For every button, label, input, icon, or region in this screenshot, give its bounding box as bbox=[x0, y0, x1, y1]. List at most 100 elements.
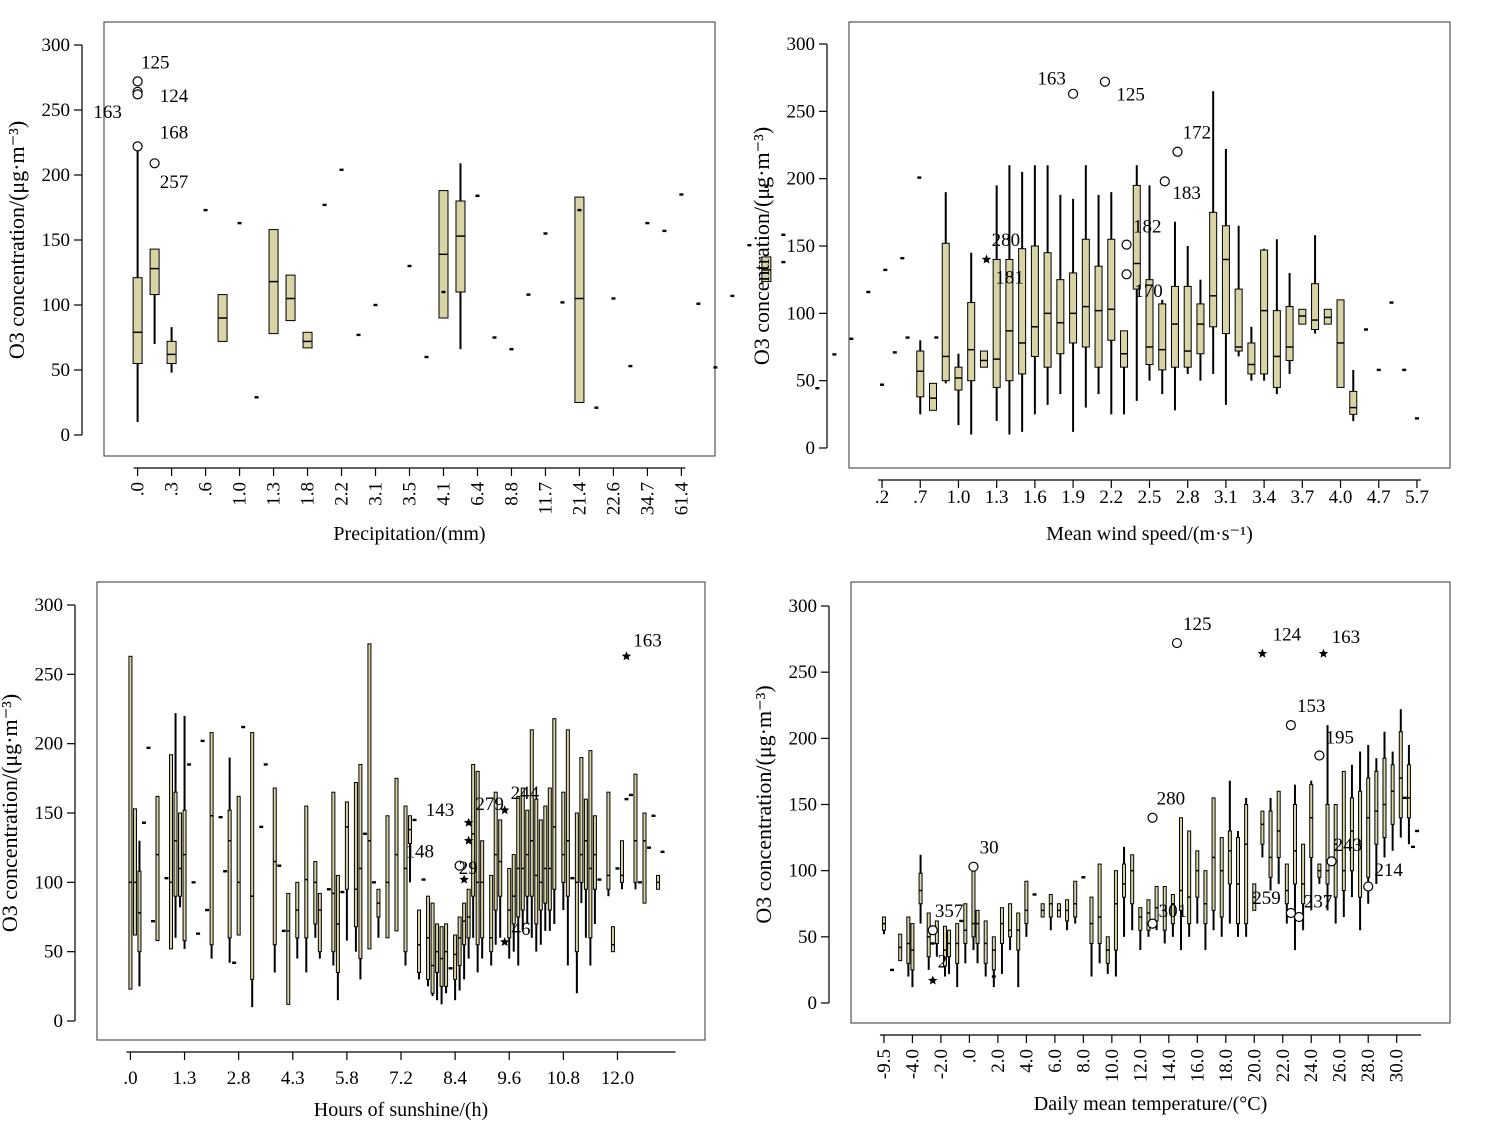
box-iqr bbox=[1043, 252, 1052, 368]
outlier-point bbox=[1314, 750, 1325, 761]
single-value-mark bbox=[645, 221, 650, 225]
outlier-point bbox=[454, 860, 465, 871]
outlier-point bbox=[1326, 856, 1337, 867]
outlier-point bbox=[132, 89, 143, 100]
outlier-label: 148 bbox=[406, 841, 435, 862]
box-iqr bbox=[417, 909, 422, 973]
single-value-mark bbox=[628, 364, 633, 368]
box-iqr bbox=[516, 795, 521, 918]
box-iqr bbox=[430, 902, 435, 994]
x-tick-label: 22.6 bbox=[603, 482, 624, 515]
panel-sunshine: 0 50 100 150 200 250 300 O3 concentration/(μg·m… bbox=[0, 581, 706, 1121]
outlier-label: 237 bbox=[1304, 892, 1333, 913]
y-tick-label: 100 bbox=[789, 861, 818, 882]
plot-frame bbox=[850, 581, 1451, 1024]
outlier-label: 163 bbox=[633, 631, 662, 652]
single-value-mark bbox=[849, 337, 854, 340]
outlier-point bbox=[1147, 918, 1158, 929]
box-iqr bbox=[967, 302, 976, 382]
box-iqr bbox=[926, 912, 931, 958]
outlier-extreme bbox=[500, 937, 510, 946]
box-iqr bbox=[525, 809, 530, 897]
single-value-mark bbox=[930, 942, 935, 945]
outlier-label: 214 bbox=[1374, 860, 1403, 881]
box-iqr bbox=[1069, 272, 1078, 344]
single-value-mark bbox=[747, 244, 752, 247]
box-iqr bbox=[1301, 843, 1306, 905]
y-tick-label: 150 bbox=[787, 236, 816, 257]
single-value-mark bbox=[259, 825, 264, 829]
box-iqr bbox=[313, 861, 318, 925]
box-iqr bbox=[1158, 303, 1167, 371]
outlier-label: 257 bbox=[160, 172, 189, 193]
box-iqr bbox=[941, 242, 950, 382]
box-iqr bbox=[983, 920, 988, 964]
x-tick-label: 9.6 bbox=[497, 1068, 521, 1089]
outlier-label: 153 bbox=[1297, 696, 1326, 717]
box-iqr bbox=[975, 909, 980, 944]
outlier-point bbox=[1067, 88, 1079, 99]
y-tick-label: 300 bbox=[35, 595, 64, 616]
x-tick-label: 2.8 bbox=[227, 1068, 251, 1089]
y-tick-label: 0 bbox=[61, 425, 71, 446]
x-tick-label: 11.7 bbox=[535, 482, 556, 515]
x-tick-label: 2.2 bbox=[332, 482, 353, 506]
box-iqr bbox=[511, 854, 516, 925]
outlier-label: 124 bbox=[160, 86, 189, 107]
y-axis-label: O3 concentration/(μg·m⁻³) bbox=[751, 685, 776, 923]
box-iqr bbox=[906, 916, 911, 964]
outlier-point bbox=[1147, 812, 1158, 823]
outlier-label: 244 bbox=[511, 783, 540, 804]
box-iqr bbox=[1219, 837, 1224, 918]
x-tick-label: 20.0 bbox=[1244, 1049, 1265, 1082]
x-tick-label: .2 bbox=[875, 487, 889, 508]
x-tick-label: 12.0 bbox=[1130, 1049, 1151, 1082]
box-iqr bbox=[471, 763, 476, 897]
single-value-mark bbox=[475, 194, 480, 197]
box-iqr bbox=[272, 787, 277, 946]
y-tick-label: 50 bbox=[51, 360, 70, 381]
single-value-mark bbox=[326, 888, 331, 891]
single-value-mark bbox=[1402, 796, 1407, 800]
single-value-mark bbox=[263, 763, 268, 766]
single-value-mark bbox=[624, 797, 629, 801]
box-iqr bbox=[1179, 817, 1184, 911]
box-iqr bbox=[1260, 249, 1269, 375]
outlier-extreme bbox=[981, 254, 992, 264]
single-value-mark bbox=[615, 867, 620, 870]
box-iqr bbox=[444, 923, 449, 987]
single-value-mark bbox=[187, 763, 192, 766]
box-iqr bbox=[583, 798, 588, 890]
box-iqr bbox=[610, 926, 615, 953]
single-value-mark bbox=[917, 176, 922, 179]
x-axis-label: Daily mean temperature/(°C) bbox=[1034, 1093, 1267, 1115]
x-tick-label: .6 bbox=[196, 482, 217, 496]
box-iqr bbox=[385, 815, 390, 939]
outlier-label: 46 bbox=[511, 919, 530, 940]
single-value-mark bbox=[371, 881, 376, 884]
single-value-mark bbox=[890, 968, 895, 972]
box-iqr bbox=[236, 795, 241, 936]
y-tick-label: 50 bbox=[798, 927, 817, 948]
x-tick-label: 8.4 bbox=[443, 1068, 467, 1089]
outlier-extreme bbox=[621, 651, 632, 661]
outlier-label: 30 bbox=[980, 837, 999, 858]
x-tick-label: 1.9 bbox=[1061, 487, 1085, 508]
box-iqr bbox=[574, 196, 585, 403]
box-iqr bbox=[928, 382, 937, 411]
single-value-mark bbox=[356, 333, 361, 337]
box-iqr bbox=[1016, 912, 1021, 951]
x-tick-label: 3.4 bbox=[1252, 487, 1276, 508]
y-tick-label: 250 bbox=[789, 662, 818, 683]
outlier-label: 163 bbox=[1037, 68, 1066, 89]
box-iqr bbox=[480, 840, 485, 939]
x-tick-label: 26.0 bbox=[1330, 1049, 1351, 1082]
single-value-mark bbox=[1402, 368, 1407, 372]
box-iqr bbox=[155, 795, 160, 942]
outlier-point bbox=[927, 925, 938, 936]
box-iqr bbox=[588, 750, 593, 939]
outlier-label: 2 bbox=[938, 951, 948, 972]
box-iqr bbox=[538, 819, 543, 911]
single-value-mark bbox=[815, 387, 820, 390]
outlier-label: 125 bbox=[141, 52, 170, 73]
